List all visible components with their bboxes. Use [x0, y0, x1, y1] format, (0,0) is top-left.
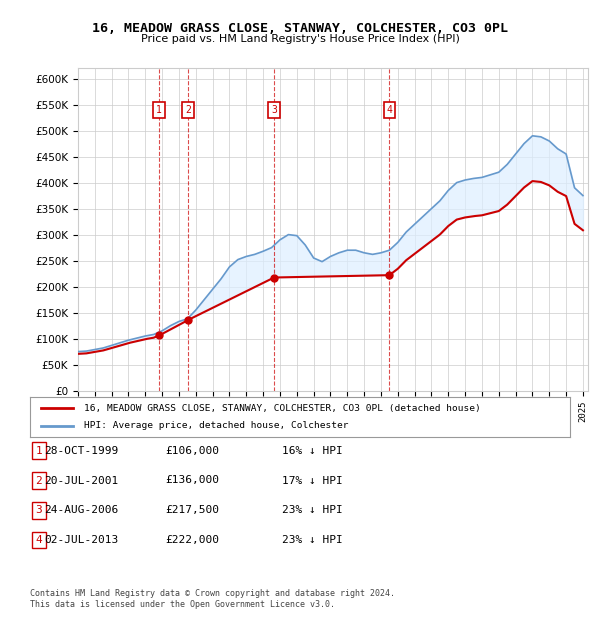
Text: 4: 4	[386, 105, 392, 115]
Text: £217,500: £217,500	[165, 505, 219, 515]
Text: 02-JUL-2013: 02-JUL-2013	[44, 535, 118, 545]
Text: 23% ↓ HPI: 23% ↓ HPI	[281, 535, 343, 545]
Text: 16% ↓ HPI: 16% ↓ HPI	[281, 446, 343, 456]
Text: £106,000: £106,000	[165, 446, 219, 456]
Text: Price paid vs. HM Land Registry's House Price Index (HPI): Price paid vs. HM Land Registry's House …	[140, 34, 460, 44]
Text: 28-OCT-1999: 28-OCT-1999	[44, 446, 118, 456]
Point	[385, 270, 394, 280]
Point	[184, 315, 193, 325]
Text: £136,000: £136,000	[165, 476, 219, 485]
Text: £222,000: £222,000	[165, 535, 219, 545]
Text: 24-AUG-2006: 24-AUG-2006	[44, 505, 118, 515]
Text: 17% ↓ HPI: 17% ↓ HPI	[281, 476, 343, 485]
Text: 23% ↓ HPI: 23% ↓ HPI	[281, 505, 343, 515]
Text: 20-JUL-2001: 20-JUL-2001	[44, 476, 118, 485]
Text: 16, MEADOW GRASS CLOSE, STANWAY, COLCHESTER, CO3 0PL: 16, MEADOW GRASS CLOSE, STANWAY, COLCHES…	[92, 22, 508, 35]
Text: 4: 4	[35, 535, 43, 545]
Point	[269, 273, 279, 283]
Text: 1: 1	[35, 446, 43, 456]
Text: 2: 2	[35, 476, 43, 485]
Text: 3: 3	[35, 505, 43, 515]
Text: 16, MEADOW GRASS CLOSE, STANWAY, COLCHESTER, CO3 0PL (detached house): 16, MEADOW GRASS CLOSE, STANWAY, COLCHES…	[84, 404, 481, 412]
Text: 1: 1	[156, 105, 162, 115]
Text: HPI: Average price, detached house, Colchester: HPI: Average price, detached house, Colc…	[84, 422, 349, 430]
Text: 2: 2	[185, 105, 191, 115]
Point	[154, 330, 164, 340]
Text: 3: 3	[271, 105, 277, 115]
Text: Contains HM Land Registry data © Crown copyright and database right 2024.
This d: Contains HM Land Registry data © Crown c…	[30, 590, 395, 609]
